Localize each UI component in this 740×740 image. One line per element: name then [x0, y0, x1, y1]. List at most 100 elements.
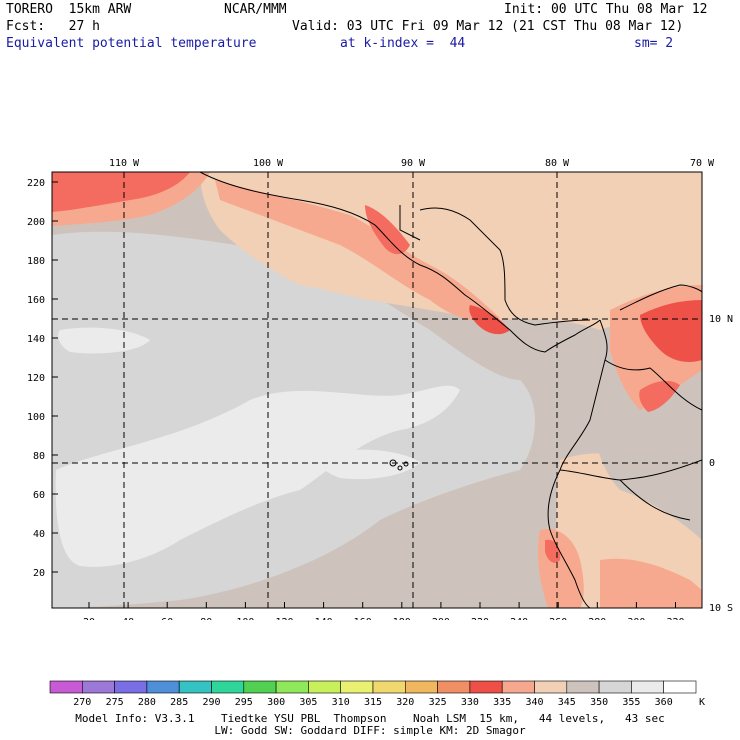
colorbar-label: 285	[170, 697, 188, 708]
colorbar-swatch	[146, 680, 180, 694]
lon-label-90w: 90 W	[401, 158, 426, 169]
colorbar-swatch	[211, 680, 245, 694]
colorbar-label: 275	[106, 697, 124, 708]
colorbar-swatch	[469, 680, 503, 694]
grid-x-label: 180	[393, 617, 411, 620]
graticule	[52, 172, 702, 608]
colorbar-label: 290	[202, 697, 220, 708]
colorbar-label: 350	[590, 697, 608, 708]
colorbar-label: 280	[138, 697, 156, 708]
grid-y-label: 200	[27, 217, 45, 228]
lat-label-10s: 10 S	[709, 603, 733, 614]
colorbar-label: 345	[558, 697, 576, 708]
grid-y-label: 100	[27, 412, 45, 423]
grid-y-label: 40	[33, 529, 45, 540]
grid-x-label: 80	[200, 617, 212, 620]
grid-x-label: 320	[666, 617, 684, 620]
colorbar-swatch	[437, 680, 471, 694]
grid-y-label: 120	[27, 373, 45, 384]
grid-x-label: 160	[354, 617, 372, 620]
grid-y-label: 80	[33, 451, 45, 462]
coastline-caribbean	[419, 207, 591, 326]
colorbar-swatch	[372, 680, 406, 694]
shade-330-mexico-core	[365, 205, 410, 255]
grid-x-label: 60	[161, 617, 173, 620]
colorbar-label: 295	[235, 697, 253, 708]
grid-x-label: 20	[83, 617, 95, 620]
model-info-line: Model Info: V3.3.1 Tiedtke YSU PBL Thomp…	[75, 712, 665, 725]
grid-x-label: 200	[432, 617, 450, 620]
init-time: Init: 00 UTC Thu 08 Mar 12	[504, 2, 708, 17]
colorbar-swatch	[404, 680, 438, 694]
lat-label-0: 0	[709, 458, 715, 469]
grid-x-label: 140	[315, 617, 333, 620]
grid-x-label: 280	[588, 617, 606, 620]
colorbar-label: 325	[429, 697, 447, 708]
colorbar-label: 335	[493, 697, 511, 708]
grid-y-label: 160	[27, 295, 45, 306]
shade-325-costa-rica	[469, 305, 510, 335]
colorbar-swatch	[178, 680, 212, 694]
colorbar-swatch	[501, 680, 535, 694]
shade-325-colombia-core	[640, 300, 702, 362]
colorbar-swatch	[340, 680, 374, 694]
shade-330-colombia-south	[639, 380, 680, 412]
colorbar-label: 300	[267, 697, 285, 708]
lon-label-80w: 80 W	[545, 158, 570, 169]
shade-360-patch-3	[318, 449, 420, 480]
colorbar-label: 305	[299, 697, 317, 708]
shade-360-patch-1	[58, 327, 150, 354]
center-name: NCAR/MMM	[224, 2, 287, 17]
colorbar-label: 320	[396, 697, 414, 708]
grid-x-label: 120	[275, 617, 293, 620]
shade-360-patch-2	[55, 385, 461, 567]
colorbar-label: 270	[73, 697, 91, 708]
colorbar-swatch	[49, 680, 83, 694]
colorbar-label: 360	[655, 697, 673, 708]
grid-y-label: 60	[33, 490, 45, 501]
axis-ticks	[52, 181, 676, 608]
smoothing-label: sm= 2	[634, 36, 674, 51]
valid-time: Valid: 03 UTC Fri 09 Mar 12 (21 CST Thu …	[292, 19, 684, 34]
grid-y-label: 180	[27, 256, 45, 267]
border-peru-brazil	[619, 479, 691, 521]
physics-info-line: LW: Godd SW: Goddard DIFF: simple KM: 2D…	[214, 724, 526, 737]
colorbar-swatch	[663, 680, 697, 694]
colorbar-swatch	[82, 680, 115, 694]
grid-y-label: 220	[27, 178, 45, 189]
lon-label-110w: 110 W	[109, 158, 140, 169]
grid-y-label: 20	[33, 568, 45, 579]
colorbar-swatch	[598, 680, 632, 694]
colorbar-swatch	[566, 680, 600, 694]
coastline-venezuela	[619, 284, 702, 311]
colorbar-label: 340	[525, 697, 543, 708]
grid-x-label: 220	[471, 617, 489, 620]
lon-label-70w: 70 W	[690, 158, 715, 169]
colorbar: 270 275 280 285 290 295 300 305 310 315 320 325 330 3…	[49, 680, 705, 708]
colorbar-label: 315	[364, 697, 382, 708]
shade-345-interior	[590, 360, 702, 540]
grid-x-label: 240	[510, 617, 528, 620]
grid-x-label: 40	[122, 617, 134, 620]
colorbar-swatch	[114, 680, 148, 694]
colorbar-label: 355	[622, 697, 640, 708]
colorbar-unit: K	[699, 697, 705, 708]
colorbar-label: 310	[332, 697, 350, 708]
shade-335-se-corner	[600, 558, 702, 608]
lon-label-100w: 100 W	[253, 158, 284, 169]
colorbar-swatch	[275, 680, 309, 694]
level-label: at k-index = 44	[340, 36, 466, 51]
field-name: Equivalent potential temperature	[6, 36, 257, 51]
colorbar-swatch	[534, 680, 568, 694]
border-colombia	[604, 359, 702, 411]
shade-330-nw	[52, 172, 190, 212]
lat-label-10n: 10 N	[709, 314, 733, 325]
coastlines	[199, 172, 702, 608]
theta-e-map: 110 W 100 W 90 W 80 W 70 W 10 N 0 10 S 2…	[27, 158, 733, 620]
theta-e-field	[52, 172, 702, 608]
grid-x-label: 300	[627, 617, 645, 620]
forecast-hour: Fcst: 27 h	[6, 19, 100, 34]
colorbar-swatch	[631, 680, 665, 694]
grid-x-label: 100	[236, 617, 254, 620]
grid-x-label: 260	[549, 617, 567, 620]
